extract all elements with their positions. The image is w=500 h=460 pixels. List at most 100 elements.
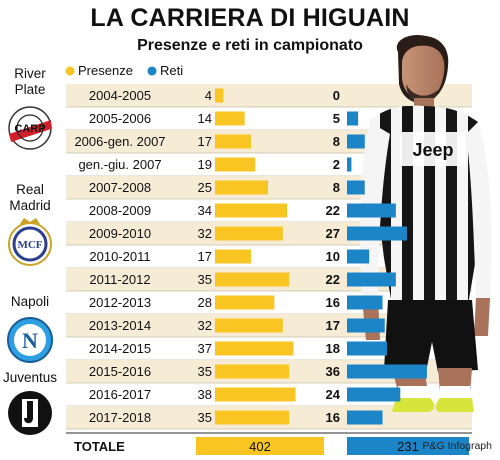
chart-title: LA CARRIERA DI HIGUAIN (90, 4, 410, 32)
reti-value: 17 (325, 317, 340, 333)
presenze-bar (215, 318, 283, 333)
presenze-bar (215, 203, 288, 218)
total-presenze-bar (196, 437, 324, 455)
reti-value: 10 (325, 248, 340, 264)
presenze-value: 17 (197, 248, 212, 264)
presenze-value: 4 (204, 87, 212, 103)
season-label: 2006-gen. 2007 (74, 133, 166, 149)
presenze-bar (215, 272, 290, 287)
season-label: 2007-2008 (88, 179, 152, 195)
presenze-value: 14 (197, 110, 212, 126)
season-label: 2005-2006 (88, 110, 152, 126)
presenze-bar (215, 410, 290, 425)
season-label: 2009-2010 (88, 225, 152, 241)
player-illustration: Jeep (360, 34, 492, 412)
reti-value: 22 (325, 202, 340, 218)
reti-value: 24 (325, 386, 340, 402)
reti-value: 8 (332, 179, 340, 195)
presenze-value: 35 (197, 363, 212, 379)
presenze-bar (215, 180, 268, 195)
presenze-bar (215, 134, 252, 149)
presenze-bar (215, 157, 256, 172)
club-name: Napoli (10, 294, 50, 309)
chart-subtitle: Presenze e reti in campionato (137, 37, 363, 54)
season-label: 2017-2018 (88, 409, 152, 425)
total-label: TOTALE (74, 439, 125, 454)
presenze-value: 32 (197, 225, 212, 241)
presenze-value: 28 (197, 294, 212, 310)
club-name: Juventus (2, 370, 58, 385)
row-stripe (66, 84, 472, 107)
season-label: 2004-2005 (88, 87, 152, 103)
reti-value: 2 (332, 156, 340, 172)
legend (65, 66, 157, 76)
reti-value: 0 (332, 87, 340, 103)
reti-bar (347, 318, 385, 333)
svg-text:MCF: MCF (17, 239, 42, 251)
reti-bar (347, 134, 365, 149)
reti-bar (347, 295, 383, 310)
reti-bar (347, 341, 387, 356)
legend-presenze-dot (65, 66, 75, 76)
reti-bar (347, 157, 352, 172)
reti-bar (347, 111, 359, 126)
legend-reti-label: Reti (160, 63, 184, 78)
svg-text:N: N (22, 328, 38, 353)
presenze-bar (215, 226, 283, 241)
reti-bar (347, 410, 383, 425)
club-name: River Plate (14, 66, 46, 97)
total-presenze-value: 402 (249, 439, 271, 454)
legend-presenze-label: Presenze (78, 63, 133, 78)
presenze-value: 37 (197, 340, 212, 356)
reti-bar (347, 364, 427, 379)
reti-value: 16 (325, 294, 340, 310)
presenze-value: 38 (197, 386, 212, 402)
reti-bar (347, 272, 396, 287)
presenze-value: 25 (197, 179, 212, 195)
presenze-bar (215, 111, 245, 126)
legend-reti-dot (147, 66, 157, 76)
season-label: gen.-giu. 2007 (78, 156, 162, 172)
svg-text:Jeep: Jeep (412, 140, 453, 160)
presenze-bar (215, 341, 294, 356)
total-reti-bar (347, 437, 469, 455)
napoli-logo: N (7, 317, 53, 363)
presenze-value: 35 (197, 271, 212, 287)
total-reti-value: 231 (397, 439, 419, 454)
presenze-value: 35 (197, 409, 212, 425)
reti-value: 5 (332, 110, 340, 126)
season-label: 2008-2009 (88, 202, 152, 218)
real-madrid-logo: MCF (8, 218, 52, 266)
season-label: 2016-2017 (88, 386, 152, 402)
reti-value: 18 (325, 340, 340, 356)
presenze-value: 17 (197, 133, 212, 149)
credit: P&G Infograph (422, 440, 492, 452)
river-plate-logo: CARP (8, 106, 52, 150)
presenze-value: 19 (197, 156, 212, 172)
club-name: Real Madrid (9, 182, 51, 213)
juventus-logo (8, 391, 52, 435)
season-label: 2015-2016 (88, 363, 152, 379)
season-label: 2011-2012 (89, 271, 151, 287)
reti-bar (347, 249, 370, 264)
season-label: 2014-2015 (88, 340, 152, 356)
reti-value: 27 (325, 225, 340, 241)
presenze-bar (215, 88, 224, 103)
reti-bar (347, 180, 365, 195)
season-label: 2010-2011 (89, 248, 151, 264)
presenze-bar (215, 249, 252, 264)
presenze-value: 32 (197, 317, 212, 333)
reti-bar (347, 387, 401, 402)
reti-value: 36 (325, 363, 340, 379)
reti-value: 22 (325, 271, 340, 287)
presenze-bar (215, 387, 296, 402)
presenze-bar (215, 295, 275, 310)
reti-value: 8 (332, 133, 340, 149)
season-label: 2013-2014 (88, 317, 152, 333)
svg-text:CARP: CARP (14, 123, 45, 135)
reti-bar (347, 226, 407, 241)
presenze-bar (215, 364, 290, 379)
presenze-value: 34 (197, 202, 212, 218)
reti-bar (347, 203, 396, 218)
